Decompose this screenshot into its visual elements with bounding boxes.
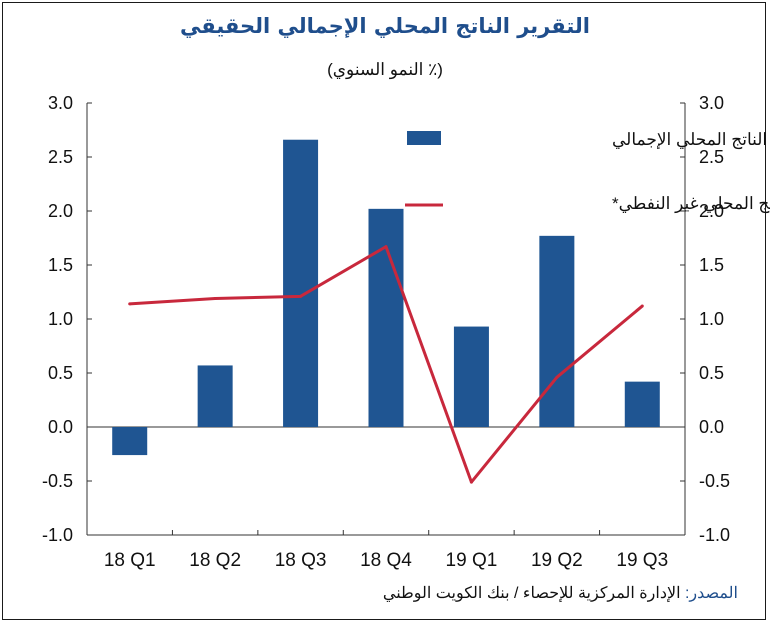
- line-point: [384, 245, 388, 249]
- y-tick-label-left: 1.5: [48, 255, 73, 275]
- source-label: المصدر:: [684, 585, 738, 602]
- chart-title: التقرير الناتج المحلي الإجمالي الحقيقي: [179, 14, 591, 38]
- x-tick-label: 18 Q4: [360, 550, 412, 571]
- x-tick-label: 19 Q3: [616, 550, 668, 571]
- x-tick-label: 19 Q2: [531, 550, 583, 571]
- bar: [539, 235, 575, 427]
- line-point: [299, 294, 303, 298]
- y-tick-label-right: 1.0: [699, 309, 724, 329]
- y-tick-label-right: 0.0: [699, 417, 724, 437]
- bar: [624, 381, 660, 427]
- y-tick-label-right: 0.5: [699, 363, 724, 383]
- y-tick-label-left: -0.5: [42, 471, 73, 491]
- line-series: [128, 245, 644, 484]
- y-tick-label-left: 3.0: [48, 93, 73, 113]
- y-tick-label-right: 3.0: [699, 93, 724, 113]
- y-tick-label-left: 0.5: [48, 363, 73, 383]
- line-point: [555, 375, 559, 379]
- x-tick-label: 18 Q2: [189, 550, 241, 571]
- y-tick-label-left: 2.0: [48, 201, 73, 221]
- bar: [112, 427, 148, 456]
- bar: [368, 208, 404, 427]
- legend-bar-label: الناتج المحلي الإجمالي: [612, 130, 767, 150]
- legend: الناتج المحلي الإجمالي الناتج المحلي غير …: [405, 130, 770, 214]
- y-tick-label-right: -0.5: [699, 471, 730, 491]
- bar: [453, 326, 489, 427]
- y-tick-label-right: -1.0: [699, 525, 730, 545]
- tick-labels: 3.0 3.0 2.5 2.5 2.0 2.0 1.5 1.5 1.0 1.0 0.5 0.5 0.0 0…: [42, 93, 730, 571]
- x-tick-label: 19 Q1: [446, 550, 498, 571]
- y-tick-label-right: 1.5: [699, 255, 724, 275]
- line-point: [640, 304, 644, 308]
- line-point: [128, 302, 132, 306]
- y-tick-label-right: 2.5: [699, 147, 724, 167]
- bar: [283, 139, 319, 427]
- y-tick-label-right: 2.0: [699, 201, 724, 221]
- x-tick-label: 18 Q1: [104, 550, 156, 571]
- y-tick-label-left: -1.0: [42, 525, 73, 545]
- source-text: الإدارة المركزية للإحصاء / بنك الكويت ال…: [382, 585, 681, 602]
- y-tick-label-left: 0.0: [48, 417, 73, 437]
- x-tick-label: 18 Q3: [275, 550, 327, 571]
- y-tick-label-left: 1.0: [48, 309, 73, 329]
- source-note: المصدر: الإدارة المركزية للإحصاء / بنك ا…: [383, 583, 738, 603]
- bar: [197, 365, 233, 427]
- legend-line-label: الناتج المحلي غير النفطي*: [612, 194, 770, 214]
- legend-bar-swatch: [407, 131, 441, 145]
- bar-series: [112, 139, 660, 456]
- line-point: [469, 480, 473, 484]
- line-point: [213, 296, 217, 300]
- y-tick-label-left: 2.5: [48, 147, 73, 167]
- chart-subtitle: (٪ النمو السنوي): [327, 60, 443, 79]
